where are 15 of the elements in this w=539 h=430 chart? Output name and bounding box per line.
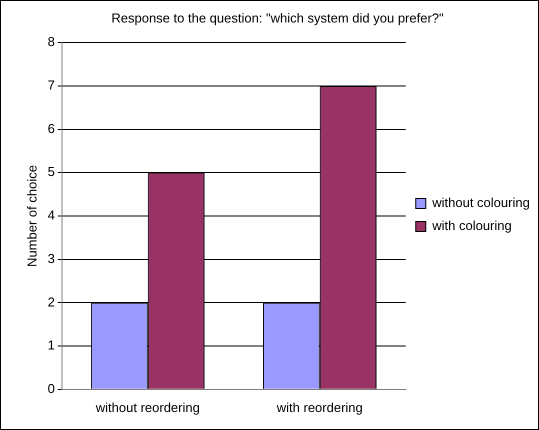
chart-title: Response to the question: "which system did you prefer?"	[111, 10, 444, 26]
y-tick-label: 3	[48, 250, 55, 266]
y-tick-label: 5	[48, 164, 55, 180]
x-tick-label: with reordering	[276, 400, 363, 415]
y-tick-label: 6	[48, 120, 55, 136]
y-tick-label: 0	[48, 380, 55, 396]
y-tick-label: 1	[48, 338, 55, 353]
y-tick-label: 2	[48, 294, 55, 310]
legend-label: without colouring	[431, 195, 530, 210]
y-tick-label: 7	[48, 78, 55, 93]
y-tick-label: 4	[48, 208, 55, 223]
x-tick-label: without reordering	[94, 400, 200, 415]
y-axis-title: Number of choice	[24, 165, 40, 267]
y-tick-label: 8	[48, 34, 55, 50]
legend-label: with colouring	[431, 218, 512, 234]
